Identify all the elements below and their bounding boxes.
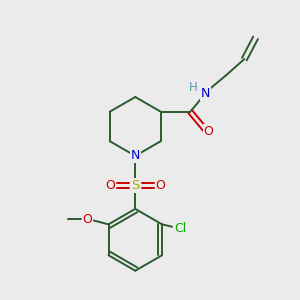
Text: N: N	[201, 87, 210, 100]
Text: O: O	[155, 179, 165, 192]
Text: O: O	[203, 125, 213, 138]
Text: H: H	[189, 81, 197, 94]
Text: Cl: Cl	[174, 222, 186, 235]
Text: O: O	[82, 212, 92, 226]
Text: N: N	[130, 149, 140, 162]
Text: O: O	[105, 179, 115, 192]
Text: S: S	[131, 179, 140, 192]
